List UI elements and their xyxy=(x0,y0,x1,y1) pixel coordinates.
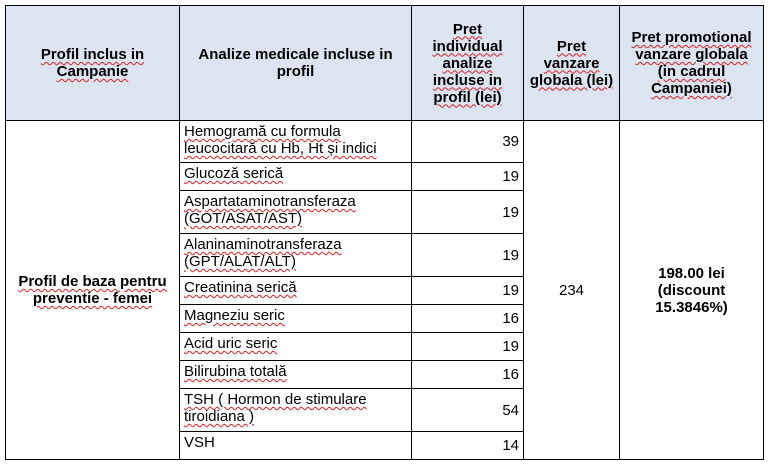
test-name: TSH ( Hormon de stimulare tiroidiana ) xyxy=(179,388,412,432)
table-row: Bilirubina totală 16 xyxy=(6,360,764,389)
header-individual-price: Pret individual analize incluse in profi… xyxy=(411,5,524,121)
header-row: Profil inclus in Campanie Analize medica… xyxy=(5,5,764,121)
test-name: Alaninaminotransferaza (GPT/ALAT/ALT) xyxy=(179,233,412,277)
test-price: 16 xyxy=(411,304,524,333)
header-profile: Profil inclus in Campanie xyxy=(5,5,180,121)
test-name: Aspartataminotransferaza (GOT/ASAT/AST) xyxy=(179,190,412,234)
profile-name-cell: Profil de baza pentru preventie - femei xyxy=(5,120,180,460)
table-row: Aspartataminotransferaza (GOT/ASAT/AST) … xyxy=(6,190,764,234)
header-tests: Analize medicale incluse in profil xyxy=(179,5,412,121)
test-price: 19 xyxy=(411,190,524,234)
header-global-price: Pret vanzare globala (lei) xyxy=(523,5,620,121)
header-promo-price: Pret promotional vanzare globala (in cad… xyxy=(619,5,764,121)
test-price: 19 xyxy=(411,332,524,361)
table-row: TSH ( Hormon de stimulare tiroidiana ) 5… xyxy=(6,388,764,432)
promo-price-cell: 198.00 lei (discount 15.3846%) xyxy=(619,120,764,460)
global-price-cell: 234 xyxy=(523,120,620,460)
table-row: Magneziu seric 16 xyxy=(6,304,764,333)
test-name: Glucoză serică xyxy=(179,162,412,191)
test-price: 54 xyxy=(411,388,524,432)
table-row: Creatinina serică 19 xyxy=(6,276,764,305)
test-price: 39 xyxy=(411,120,524,163)
test-name: Bilirubina totală xyxy=(179,360,412,389)
test-name: Hemogramă cu formula leucocitară cu Hb, … xyxy=(179,120,412,163)
table-row: Glucoză serică 19 xyxy=(6,162,764,191)
test-name: Acid uric seric xyxy=(179,332,412,361)
test-price: 14 xyxy=(411,431,524,460)
table-row: VSH 14 xyxy=(6,431,764,460)
test-name: Magneziu seric xyxy=(179,304,412,333)
test-name: Creatinina serică xyxy=(179,276,412,305)
test-price: 16 xyxy=(411,360,524,389)
test-price: 19 xyxy=(411,276,524,305)
table-row: Alaninaminotransferaza (GPT/ALAT/ALT) 19 xyxy=(6,233,764,277)
table-row: Profil de baza pentru preventie - femei … xyxy=(5,120,764,460)
test-name: VSH xyxy=(179,431,412,460)
test-price: 19 xyxy=(411,233,524,277)
campaign-price-table: Profil inclus in Campanie Analize medica… xyxy=(5,5,764,460)
test-price: 19 xyxy=(411,162,524,191)
